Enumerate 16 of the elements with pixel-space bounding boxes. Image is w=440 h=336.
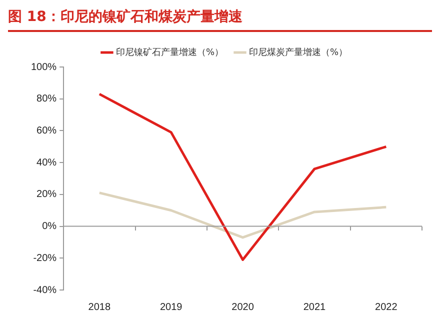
x-tick-label: 2021 bbox=[303, 302, 326, 313]
y-tick-label: 40% bbox=[36, 157, 57, 168]
y-tick-label: -40% bbox=[33, 284, 57, 296]
x-tick-label: 2019 bbox=[160, 302, 183, 313]
x-tick-label: 2020 bbox=[232, 302, 254, 313]
y-tick-label: 20% bbox=[36, 189, 57, 200]
y-tick-label: -20% bbox=[33, 252, 57, 264]
y-tick-label: 100% bbox=[31, 62, 57, 73]
y-tick-label: 80% bbox=[36, 94, 57, 105]
legend-label: 印尼煤炭产量增速（%） bbox=[249, 46, 348, 58]
legend-label: 印尼镍矿石产量增速（%） bbox=[116, 46, 224, 58]
x-tick-label: 2022 bbox=[375, 302, 398, 313]
chart-title: 图 18：印尼的镍矿石和煤炭产量增速 bbox=[8, 8, 432, 32]
x-tick-label: 2018 bbox=[88, 302, 111, 313]
y-tick-label: 60% bbox=[36, 125, 57, 136]
y-tick-label: 0% bbox=[42, 221, 57, 232]
